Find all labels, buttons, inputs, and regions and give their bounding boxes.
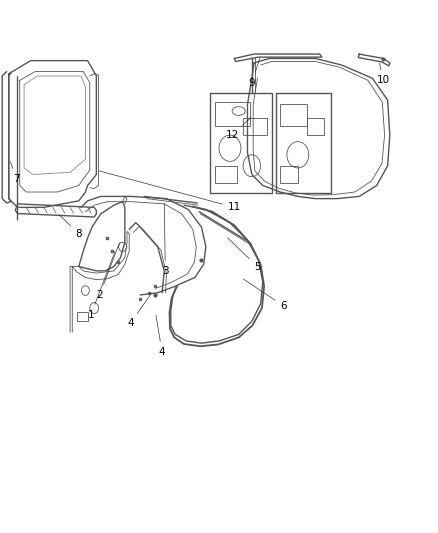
Bar — [77, 312, 88, 321]
Text: 4: 4 — [156, 315, 166, 357]
Text: 7: 7 — [11, 162, 20, 184]
Bar — [280, 104, 307, 126]
Text: 4: 4 — [127, 293, 152, 328]
Text: 5: 5 — [228, 238, 261, 271]
Text: 3: 3 — [162, 204, 169, 276]
Text: 1: 1 — [88, 252, 115, 320]
Text: 8: 8 — [59, 215, 82, 239]
Text: 10: 10 — [377, 63, 390, 85]
Bar — [280, 166, 298, 183]
Text: 11: 11 — [99, 171, 241, 212]
Bar — [215, 166, 237, 183]
Text: 2: 2 — [96, 243, 120, 300]
Bar — [307, 118, 324, 135]
Text: 12: 12 — [226, 117, 251, 140]
Text: 6: 6 — [243, 279, 287, 311]
Text: 9: 9 — [248, 59, 260, 87]
Bar — [215, 102, 250, 126]
Bar — [243, 118, 267, 135]
